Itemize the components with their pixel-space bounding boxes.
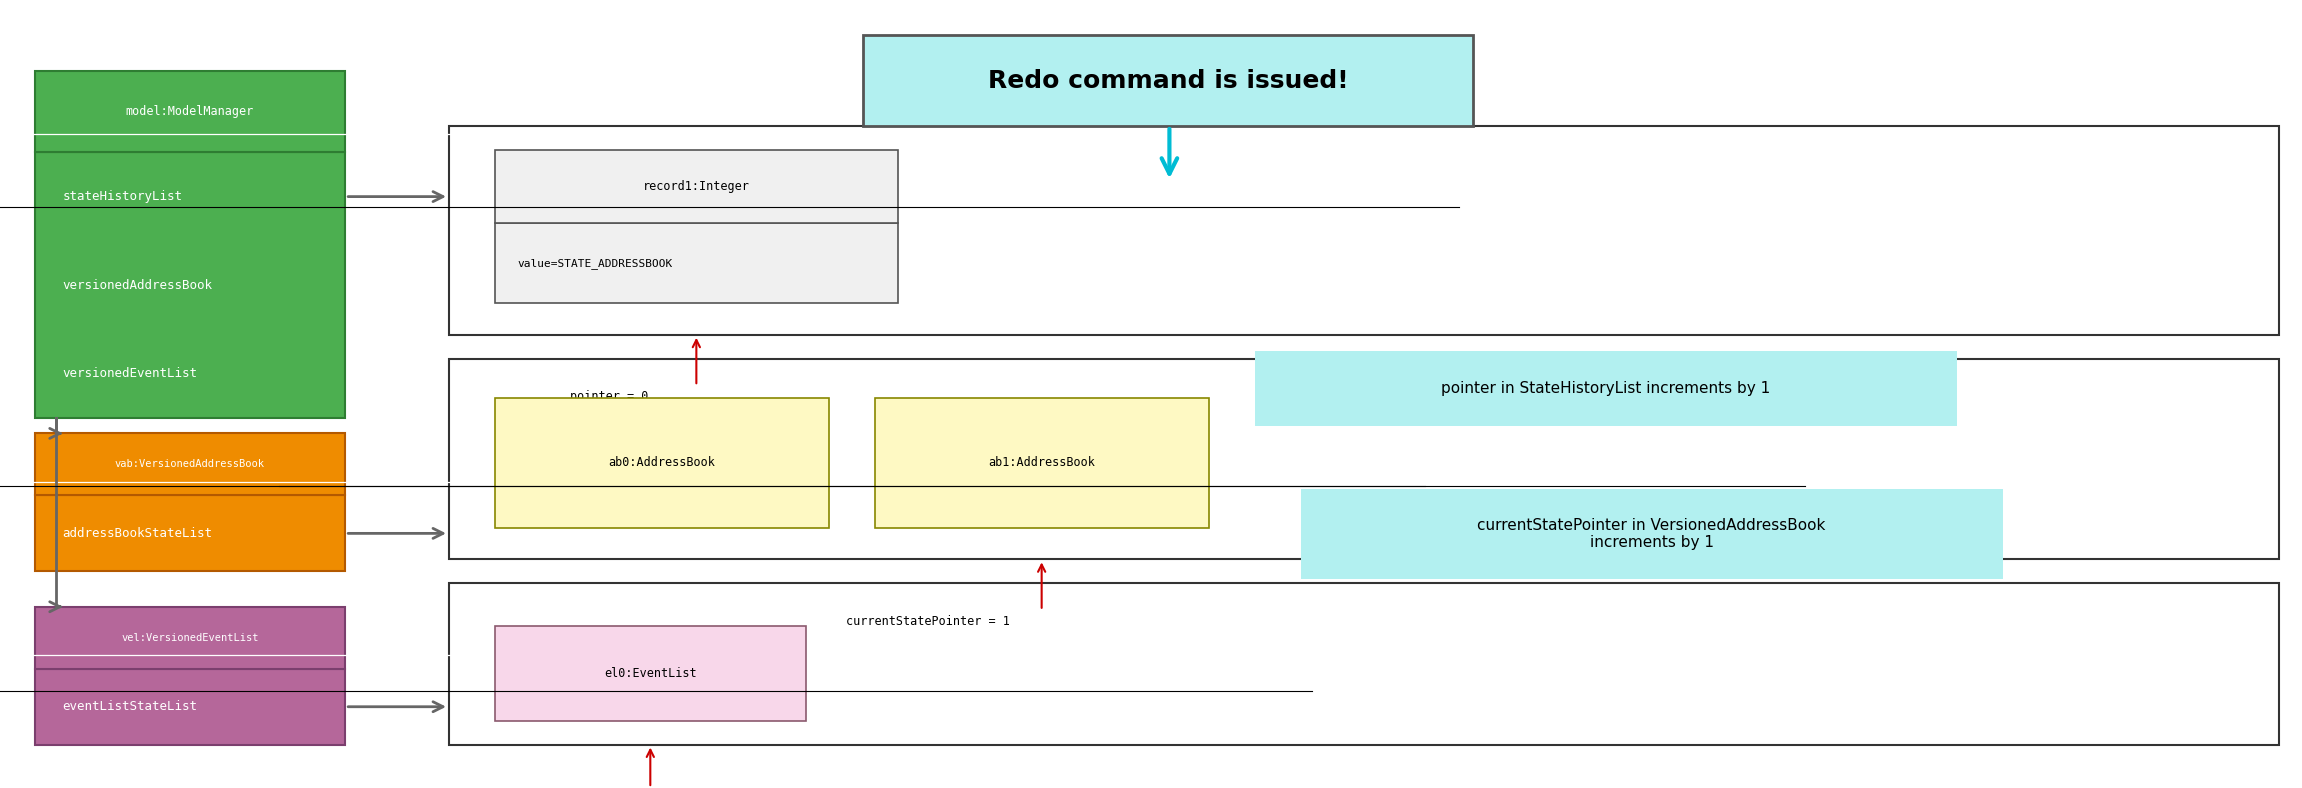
Bar [863,35,1473,126]
Bar [449,583,2279,745]
Text: Redo command is issued!: Redo command is issued! [988,69,1349,93]
Text: vab:VersionedAddressBook: vab:VersionedAddressBook [115,459,265,470]
Text: currentStatePointer = 1: currentStatePointer = 1 [847,615,1011,627]
Bar [449,126,2279,335]
Bar [35,607,345,669]
Text: ab1:AddressBook: ab1:AddressBook [988,456,1096,470]
Bar [35,152,345,418]
Text: record1:Integer: record1:Integer [642,180,750,193]
Text: pointer = 0: pointer = 0 [571,390,649,403]
Text: model:ModelManager: model:ModelManager [127,105,253,118]
Bar [35,71,345,152]
Bar [35,496,345,571]
Bar [35,433,345,496]
Text: pointer in StateHistoryList increments by 1: pointer in StateHistoryList increments b… [1441,381,1770,396]
Text: versionedEventList: versionedEventList [62,367,198,380]
Bar [449,359,2279,559]
Text: el0:EventList: el0:EventList [603,667,698,680]
Text: addressBookStateList: addressBookStateList [62,527,212,540]
Bar [35,669,345,745]
Text: value=STATE_ADDRESSBOOK: value=STATE_ADDRESSBOOK [518,258,672,269]
Text: currentStatePointer in VersionedAddressBook
increments by 1: currentStatePointer in VersionedAddressB… [1478,518,1825,550]
Bar [875,398,1209,528]
Bar [495,626,806,721]
Text: stateHistoryList: stateHistoryList [62,190,182,203]
Bar [1301,489,2003,579]
Bar [495,224,898,303]
Text: vel:VersionedEventList: vel:VersionedEventList [122,633,258,643]
Text: eventListStateList: eventListStateList [62,701,198,713]
Bar [495,150,898,224]
Bar [1255,351,1957,426]
Text: versionedAddressBook: versionedAddressBook [62,278,212,292]
Text: ab0:AddressBook: ab0:AddressBook [608,456,716,470]
Bar [495,398,829,528]
